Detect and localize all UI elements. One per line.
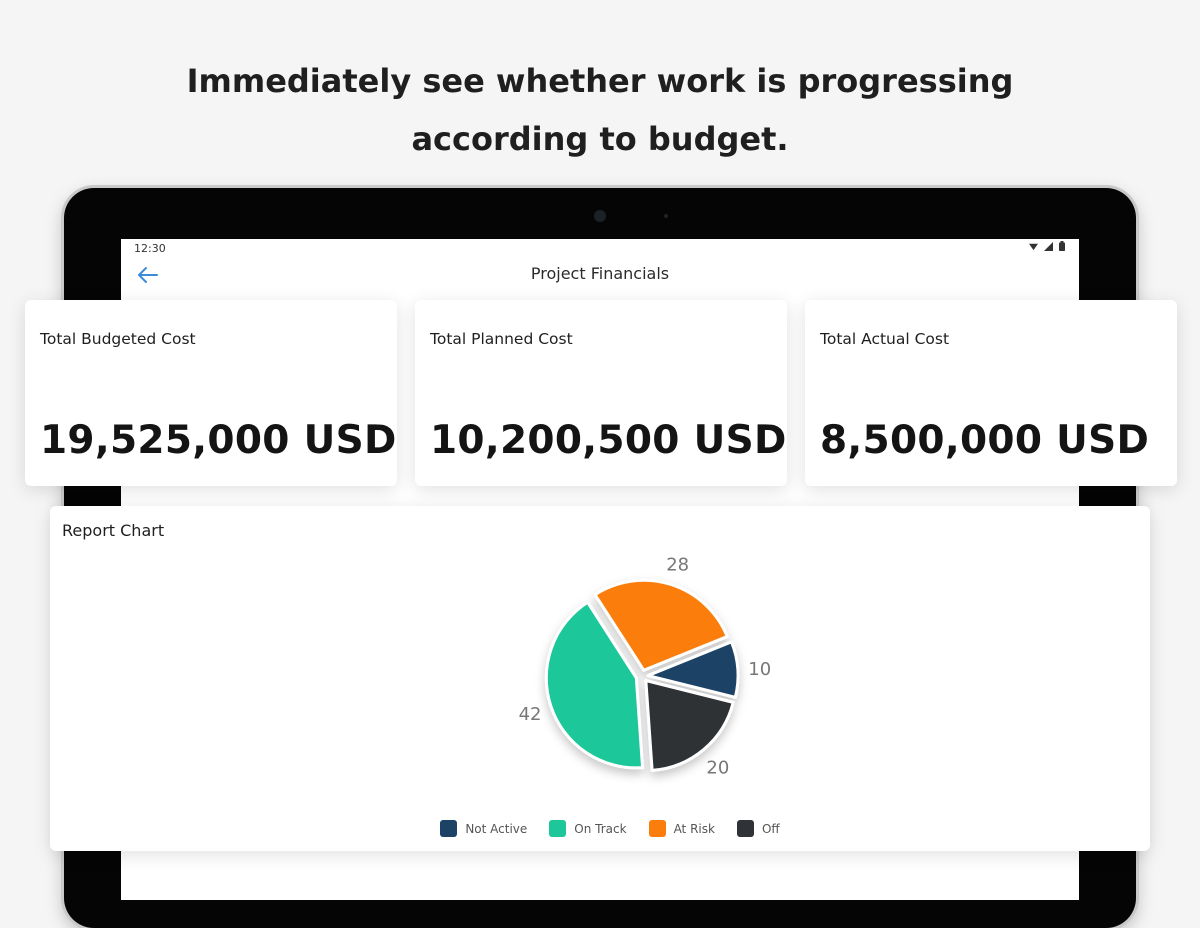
kpi-label: Total Actual Cost	[820, 330, 950, 348]
report-chart-title: Report Chart	[62, 521, 165, 540]
kpi-value: 8,500,000 USD	[820, 418, 1150, 463]
kpi-label: Total Budgeted Cost	[40, 330, 196, 348]
legend-label: At Risk	[673, 821, 715, 836]
wifi-icon	[1029, 243, 1038, 250]
pie-data-label: 10	[748, 659, 771, 680]
legend-item-at-risk[interactable]: At Risk	[648, 820, 715, 837]
legend-swatch	[549, 820, 567, 837]
legend-swatch	[648, 820, 666, 837]
marketing-headline: Immediately see whether work is progress…	[0, 52, 1200, 168]
pie-slice-at-risk[interactable]	[593, 578, 729, 672]
pie-data-label: 42	[519, 704, 542, 725]
status-icons	[1029, 241, 1065, 251]
legend-label: Not Active	[465, 821, 528, 836]
legend-item-not-active[interactable]: Not Active	[440, 820, 527, 837]
report-chart-card: Report Chart 10 20 42 28 Not Active On Trac…	[50, 506, 1150, 851]
battery-icon	[1059, 241, 1065, 251]
legend-item-off[interactable]: Off	[736, 820, 780, 837]
pie-data-label: 20	[706, 757, 729, 778]
status-bar: 12:30	[121, 239, 1079, 259]
pie-slice-on-track[interactable]	[544, 600, 645, 770]
kpi-label: Total Planned Cost	[430, 330, 573, 348]
camera-lens-icon	[594, 210, 606, 222]
app-bar-title: Project Financials	[530, 264, 670, 283]
signal-icon	[1044, 241, 1053, 251]
kpi-card-actual-cost[interactable]: Total Actual Cost 8,500,000 USD	[805, 300, 1177, 486]
pie-slice-not-active[interactable]	[646, 640, 740, 699]
kpi-card-budgeted-cost[interactable]: Total Budgeted Cost 19,525,000 USD	[25, 300, 397, 486]
status-time: 12:30	[134, 242, 166, 255]
kpi-card-planned-cost[interactable]: Total Planned Cost 10,200,500 USD	[415, 300, 787, 486]
legend-label: Off	[761, 821, 780, 836]
headline-line-1: Immediately see whether work is progress…	[186, 62, 1014, 100]
legend-swatch	[736, 820, 754, 837]
kpi-value: 19,525,000 USD	[40, 418, 397, 463]
back-arrow-icon[interactable]	[136, 264, 160, 286]
headline-line-2: according to budget.	[411, 120, 789, 158]
pie-slice-off[interactable]	[644, 679, 735, 772]
chart-legend: Not Active On Track At Risk Off	[50, 820, 1150, 837]
kpi-value: 10,200,500 USD	[430, 418, 787, 463]
pie-chart[interactable]: 10 20 42 28	[50, 506, 1150, 851]
legend-item-on-track[interactable]: On Track	[549, 820, 627, 837]
legend-label: On Track	[574, 821, 627, 836]
legend-swatch	[440, 820, 458, 837]
sensor-dot-icon	[664, 214, 668, 218]
pie-data-label: 28	[666, 555, 689, 576]
